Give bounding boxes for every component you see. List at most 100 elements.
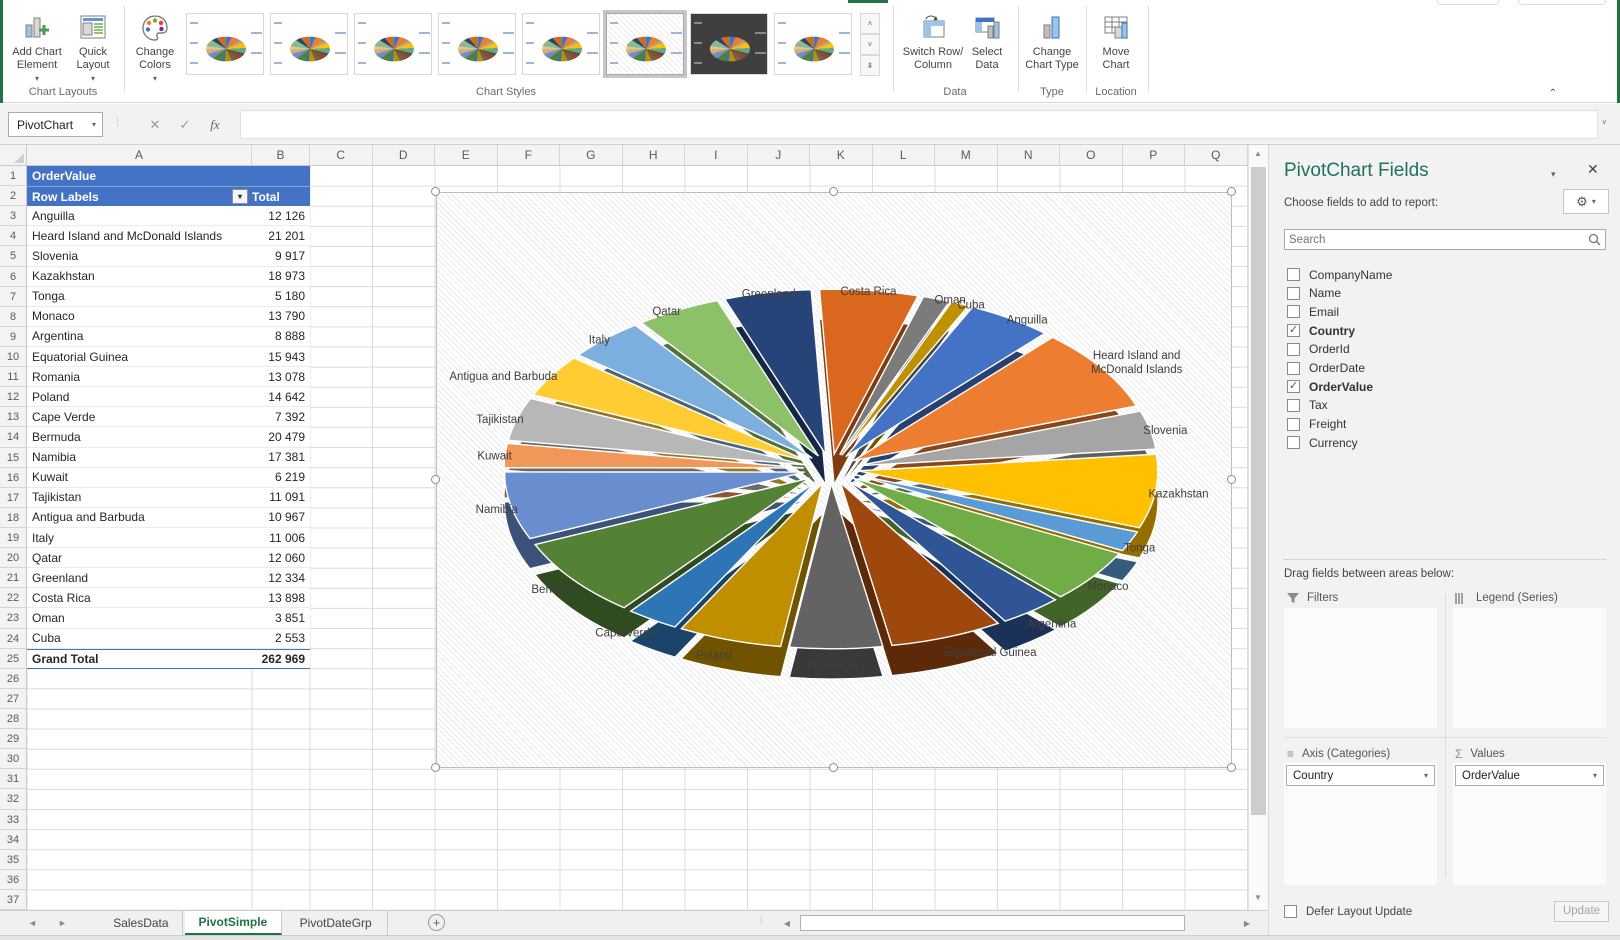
pivot-row-country[interactable]: Anguilla (27, 206, 252, 227)
pivot-row-value[interactable]: 12 126 (252, 206, 310, 227)
formula-bar-splitter[interactable]: ⁞ (116, 118, 119, 129)
column-header-A[interactable]: A (27, 145, 252, 166)
pivot-row-country[interactable]: Cuba (27, 628, 252, 649)
field-checkbox-orderid[interactable] (1287, 342, 1300, 356)
pivot-row-country[interactable]: Cape Verde (27, 407, 252, 428)
row-header-13[interactable]: 13 (0, 407, 27, 428)
pivot-row-country[interactable]: Costa Rica (27, 588, 252, 609)
pivot-row-country[interactable]: Equatorial Guinea (27, 346, 252, 368)
pivot-row-country[interactable]: Kuwait (27, 467, 252, 488)
pane-options-button[interactable]: ▾ (1551, 169, 1556, 180)
field-checkbox-currency[interactable] (1287, 436, 1300, 450)
chart-resize-handle[interactable] (431, 763, 440, 772)
row-header-27[interactable]: 27 (0, 688, 27, 709)
pivot-row-value[interactable]: 11 091 (252, 487, 310, 508)
pivot-row-country[interactable]: Monaco (27, 306, 252, 327)
pivot-row-country[interactable]: Argentina (27, 326, 252, 347)
pivot-chart[interactable]: Anguilla Heard Island and McDonald Islands… (436, 192, 1232, 768)
pivot-row-value[interactable]: 13 078 (252, 367, 310, 388)
gallery-scroll-down-button[interactable]: ˅ (860, 34, 880, 55)
row-header-1[interactable]: 1 (0, 166, 27, 187)
pivot-row-country[interactable]: Namibia (27, 447, 252, 468)
field-item-tax[interactable]: Tax (1287, 396, 1587, 415)
pivot-row-value[interactable]: 6 219 (252, 467, 310, 488)
gallery-scroll-up-button[interactable]: ˄ (860, 13, 880, 34)
pivot-row-value[interactable]: 2 553 (252, 628, 310, 649)
vertical-scroll-thumb[interactable] (1251, 167, 1266, 815)
pivot-title-cell-b[interactable] (252, 166, 310, 187)
pivot-row-value[interactable]: 9 917 (252, 246, 310, 267)
pivot-row-country[interactable]: Oman (27, 608, 252, 629)
row-labels-cell[interactable]: Row Labels ▾ (27, 186, 252, 207)
row-header-34[interactable]: 34 (0, 829, 27, 850)
chart-style-thumbnail-1[interactable] (186, 13, 264, 75)
field-checkbox-companyname[interactable] (1287, 268, 1300, 281)
row-header-14[interactable]: 14 (0, 427, 27, 448)
pivot-row-country[interactable]: Qatar (27, 548, 252, 569)
collapse-ribbon-button[interactable]: ⌃ (1544, 88, 1562, 100)
pivot-row-value[interactable]: 21 201 (252, 226, 310, 247)
row-header-19[interactable]: 19 (0, 527, 27, 549)
total-header-cell[interactable]: Total (252, 186, 310, 207)
column-header-P[interactable]: P (1122, 145, 1185, 166)
pivot-row-country[interactable]: Kazakhstan (27, 266, 252, 287)
pivot-row-value[interactable]: 20 479 (252, 427, 310, 448)
tab-scroll-right-arrow[interactable]: ► (58, 918, 67, 928)
chart-style-thumbnail-4[interactable] (438, 13, 516, 75)
pivot-row-country[interactable]: Slovenia (27, 246, 252, 267)
column-header-L[interactable]: L (872, 145, 935, 166)
search-box[interactable] (1284, 229, 1606, 250)
pivot-row-country[interactable]: Antigua and Barbuda (27, 507, 252, 528)
chart-style-thumbnail-6[interactable] (603, 10, 687, 78)
field-checkbox-name[interactable] (1287, 286, 1300, 300)
chart-resize-handle[interactable] (829, 187, 838, 196)
row-header-12[interactable]: 12 (0, 387, 27, 408)
select-data-button[interactable]: Select Data (964, 10, 1010, 72)
formula-input[interactable] (240, 110, 1598, 139)
name-box[interactable]: PivotChart ▾ (8, 112, 103, 137)
pivot-row-value[interactable]: 15 943 (252, 346, 310, 368)
insert-function-button[interactable]: fx (202, 112, 228, 137)
pivot-row-country[interactable]: Romania (27, 367, 252, 388)
new-sheet-button[interactable]: + (428, 914, 445, 931)
pivot-row-value[interactable]: 7 392 (252, 407, 310, 428)
pivot-row-value[interactable]: 11 006 (252, 527, 310, 549)
field-item-companyname[interactable]: CompanyName (1287, 265, 1587, 284)
field-checkbox-freight[interactable] (1287, 417, 1300, 431)
field-checkbox-orderdate[interactable] (1287, 361, 1300, 375)
axis-field-chip[interactable]: Country ▾ (1286, 765, 1435, 786)
row-header-11[interactable]: 11 (0, 367, 27, 388)
search-input[interactable] (1285, 231, 1575, 249)
field-item-country[interactable]: ✓ Country (1287, 321, 1587, 340)
row-header-37[interactable]: 37 (0, 889, 27, 911)
field-item-orderdate[interactable]: OrderDate (1287, 359, 1587, 378)
row-header-5[interactable]: 5 (0, 246, 27, 267)
enter-button[interactable]: ✓ (172, 112, 198, 137)
pane-close-button[interactable]: ✕ (1587, 161, 1599, 178)
pivot-row-country[interactable]: Heard Island and McDonald Islands (27, 226, 252, 247)
expand-formula-bar-button[interactable]: ˅ (1602, 118, 1607, 127)
field-checkbox-email[interactable] (1287, 305, 1300, 319)
column-header-G[interactable]: G (560, 145, 623, 166)
scroll-up-arrow[interactable]: ▲ (1254, 149, 1262, 158)
row-labels-filter-button[interactable]: ▾ (232, 189, 248, 205)
chart-resize-handle[interactable] (829, 763, 838, 772)
scroll-left-arrow[interactable]: ◀ (783, 919, 791, 928)
cancel-button[interactable]: ✕ (142, 112, 168, 137)
column-header-I[interactable]: I (685, 145, 748, 166)
select-all-corner[interactable] (0, 145, 27, 166)
vertical-scrollbar[interactable]: ▲ ▼ (1248, 145, 1268, 910)
add-chart-element-button[interactable]: Add Chart Element ▾ (8, 10, 66, 85)
chart-style-thumbnail-8[interactable] (774, 13, 852, 75)
defer-layout-checkbox[interactable] (1284, 905, 1297, 918)
pivot-row-value[interactable]: 5 180 (252, 286, 310, 307)
chart-resize-handle[interactable] (1227, 763, 1236, 772)
chart-resize-handle[interactable] (431, 187, 440, 196)
row-header-2[interactable]: 2 (0, 186, 27, 207)
tabbar-splitter[interactable]: ⁞ (760, 916, 763, 927)
grand-total-label[interactable]: Grand Total (27, 648, 252, 669)
column-header-E[interactable]: E (435, 145, 498, 166)
row-header-23[interactable]: 23 (0, 608, 27, 629)
scroll-down-arrow[interactable]: ▼ (1254, 893, 1262, 902)
pivot-row-country[interactable]: Tonga (27, 286, 252, 307)
